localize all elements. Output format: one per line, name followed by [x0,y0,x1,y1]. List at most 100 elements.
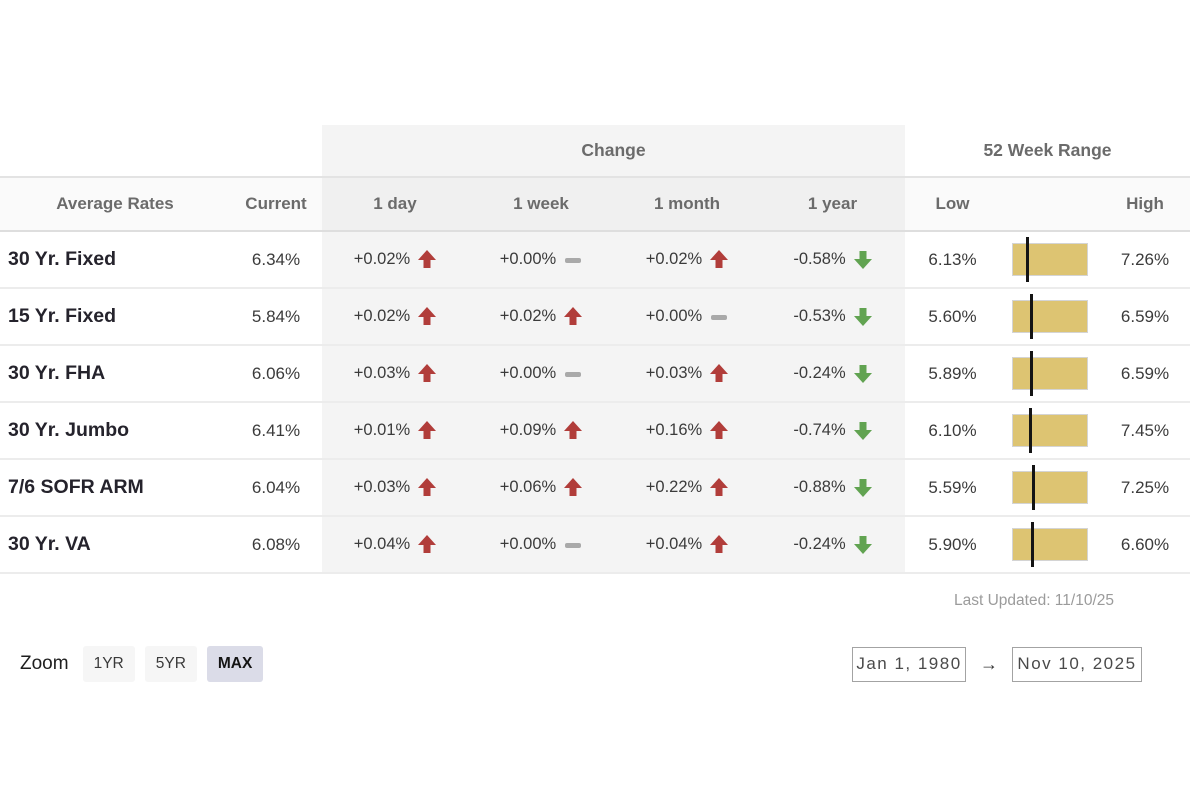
current-rate-marker [1025,237,1029,282]
zoom-buttons: 1YR 5YR MAX [82,646,274,682]
change-1day-cell: +0.02% [322,232,468,287]
change-1day-direction-icon [418,364,436,383]
change-1week-direction-icon [564,250,582,269]
change-1year-cell: -0.53% [760,289,905,344]
column-header-1day: 1 day [322,178,468,230]
change-1week-value: +0.00% [499,250,557,268]
zoom-button-5yr[interactable]: 5YR [144,646,197,682]
change-1day-cell: +0.02% [322,289,468,344]
range-high-value: 7.25% [1120,477,1170,497]
change-1week-value: +0.02% [499,307,557,325]
current-rate-value: 6.06% [251,363,301,383]
date-to-input[interactable] [1012,646,1142,682]
change-1month-value: +0.03% [645,364,703,382]
change-1week-direction-icon [564,535,582,554]
date-range-arrow-icon: → [980,653,998,674]
change-1year-value: -0.24% [793,364,846,382]
column-header-range-bar [1000,178,1100,230]
rate-label: 30 Yr. Jumbo [8,419,130,441]
rates-table: Change 52 Week Range Average Rates Curre… [0,125,1190,574]
change-1day-direction-icon [418,421,436,440]
current-rate-value: 6.08% [251,534,301,554]
table-body: 30 Yr. Fixed 6.34% +0.02% +0.00% +0.02% … [0,232,1190,574]
change-1week-direction-icon [564,307,582,326]
change-1day-cell: +0.03% [322,346,468,401]
change-1day-value: +0.01% [353,421,411,439]
change-1year-cell: -0.88% [760,460,905,515]
date-from-input[interactable] [852,646,966,682]
change-1day-cell: +0.03% [322,460,468,515]
current-rate-marker [1029,351,1033,396]
change-1week-value: +0.00% [499,535,557,553]
change-1month-value: +0.04% [645,535,703,553]
range-bar-cell [1000,289,1100,344]
column-header-high: High [1126,194,1164,213]
column-header-current: Current [245,194,307,213]
change-group-header: Change [322,125,905,176]
change-1week-cell: +0.00% [468,517,614,572]
change-1day-value: +0.02% [353,307,411,325]
range-bar-cell [1000,460,1100,515]
change-1year-cell: -0.24% [760,517,905,572]
change-1year-direction-icon [854,535,872,554]
current-rate-value: 6.04% [251,477,301,497]
range-low-value: 5.60% [928,306,977,326]
current-rate-marker [1029,408,1033,453]
table-row: 30 Yr. Fixed 6.34% +0.02% +0.00% +0.02% … [0,232,1190,289]
column-header-1week: 1 week [468,178,614,230]
range-bar-cell [1000,346,1100,401]
change-1week-value: +0.06% [499,478,557,496]
current-rate-value: 5.84% [251,306,301,326]
week52-range-bar [1012,522,1088,567]
range-group-header: 52 Week Range [905,125,1190,176]
change-1month-cell: +0.02% [614,232,760,287]
group-header-row: Change 52 Week Range [0,125,1190,178]
table-row: 30 Yr. Jumbo 6.41% +0.01% +0.09% +0.16% … [0,403,1190,460]
change-1year-cell: -0.24% [760,346,905,401]
change-1week-value: +0.00% [499,364,557,382]
range-low-value: 6.13% [928,249,977,269]
change-1day-direction-icon [418,250,436,269]
change-1month-value: +0.16% [645,421,703,439]
change-1day-cell: +0.01% [322,403,468,458]
change-1week-cell: +0.00% [468,232,614,287]
range-group-title: 52 Week Range [983,140,1112,160]
range-low-value: 5.59% [928,477,977,497]
change-1month-cell: +0.03% [614,346,760,401]
current-rate-marker [1032,465,1036,510]
change-1year-value: -0.53% [793,307,846,325]
change-1month-value: +0.22% [645,478,703,496]
table-row: 15 Yr. Fixed 5.84% +0.02% +0.02% +0.00% … [0,289,1190,346]
range-bar-cell [1000,232,1100,287]
zoom-button-max[interactable]: MAX [206,646,264,682]
change-1year-value: -0.88% [793,478,846,496]
date-range-controls: → [852,646,1142,682]
current-rate-value: 6.41% [251,420,301,440]
rate-label: 30 Yr. Fixed [8,248,117,270]
column-header-low: Low [935,194,970,213]
rate-label: 7/6 SOFR ARM [8,476,144,498]
range-low-value: 5.90% [928,534,977,554]
range-high-value: 6.60% [1120,534,1170,554]
change-1week-direction-icon [564,421,582,440]
change-1year-direction-icon [854,421,872,440]
week52-range-bar [1012,294,1088,339]
zoom-controls: Zoom 1YR 5YR MAX [20,646,273,682]
change-1month-cell: +0.04% [614,517,760,572]
last-updated-text: Last Updated: 11/10/25 [953,592,1114,609]
column-header-row: Average Rates Current 1 day 1 week 1 mon… [0,178,1190,232]
rate-label: 30 Yr. FHA [8,362,106,384]
change-1day-value: +0.04% [353,535,411,553]
change-group-title: Change [581,140,646,160]
table-row: 7/6 SOFR ARM 6.04% +0.03% +0.06% +0.22% … [0,460,1190,517]
change-1day-value: +0.03% [353,478,411,496]
zoom-button-1yr[interactable]: 1YR [82,646,135,682]
week52-range-bar [1012,408,1088,453]
group-header-spacer [0,125,322,176]
change-1week-direction-icon [564,478,582,497]
change-1week-cell: +0.02% [468,289,614,344]
change-1month-value: +0.00% [645,307,703,325]
table-row: 30 Yr. FHA 6.06% +0.03% +0.00% +0.03% -0… [0,346,1190,403]
change-1day-cell: +0.04% [322,517,468,572]
